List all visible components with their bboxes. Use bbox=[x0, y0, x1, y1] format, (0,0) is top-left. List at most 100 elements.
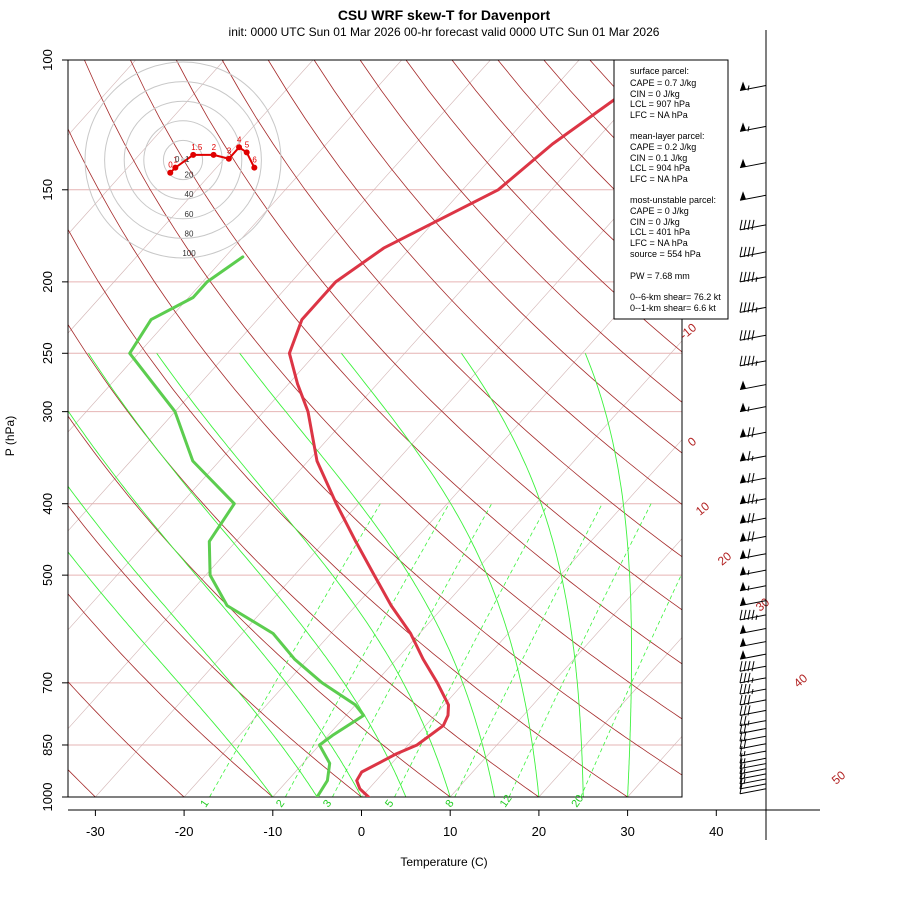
wind-barb bbox=[739, 450, 767, 462]
wind-barb-half bbox=[747, 720, 750, 726]
surface-parcel-lfc: LFC = NA hPa bbox=[630, 110, 688, 120]
wind-barb bbox=[739, 745, 767, 757]
isotherm-line bbox=[68, 60, 225, 235]
wind-barb-full bbox=[743, 672, 747, 683]
hodograph-origin-label: 0 bbox=[175, 155, 180, 164]
mean-layer-parcel-heading: mean-layer parcel: bbox=[630, 131, 705, 141]
surface-parcel-lcl: LCL = 907 hPa bbox=[630, 99, 690, 109]
hodograph-ring-label: 60 bbox=[185, 210, 194, 219]
wind-barb-full bbox=[739, 705, 743, 716]
wind-barb-half bbox=[755, 498, 758, 504]
wind-barb-full bbox=[743, 661, 747, 672]
hodograph-ring bbox=[104, 81, 262, 239]
dry-adiabat bbox=[774, 60, 900, 797]
temperature-tick-label: 0 bbox=[358, 824, 365, 839]
wind-barb-full bbox=[739, 661, 743, 672]
plot-area bbox=[68, 60, 900, 797]
wind-barb-full bbox=[747, 672, 751, 683]
wind-barb bbox=[739, 566, 767, 576]
wind-barb-full bbox=[739, 683, 743, 695]
wind-barb-full bbox=[743, 330, 747, 341]
wind-barb-flag bbox=[740, 581, 746, 591]
wind-barb-full bbox=[739, 738, 743, 749]
mean-layer-parcel-cin: CIN = 0.1 J/kg bbox=[630, 153, 687, 163]
wind-barb bbox=[739, 773, 767, 785]
wind-barb bbox=[739, 380, 767, 391]
wind-barb bbox=[739, 596, 767, 607]
dry-adiabat bbox=[68, 504, 362, 797]
wind-barb bbox=[739, 609, 767, 621]
isotherm-label: 20 bbox=[715, 549, 734, 569]
wind-barb-full bbox=[743, 246, 747, 258]
wind-barb-full bbox=[739, 609, 743, 620]
wind-barb-flag bbox=[740, 624, 746, 634]
wind-barb bbox=[739, 219, 767, 231]
dry-adiabat bbox=[68, 128, 682, 776]
dry-adiabat bbox=[68, 681, 185, 797]
wind-barb-full bbox=[747, 531, 751, 542]
isotherm-line bbox=[538, 637, 682, 797]
wind-barb-full bbox=[751, 427, 755, 438]
dry-adiabat bbox=[221, 60, 682, 558]
pressure-tick-label: 250 bbox=[40, 342, 55, 364]
isotherm-line bbox=[449, 538, 682, 797]
temperature-tick-label: -30 bbox=[86, 824, 105, 839]
mixing-ratio-line bbox=[332, 503, 493, 797]
pressure-tick-label: 850 bbox=[40, 734, 55, 756]
wind-barb-full bbox=[739, 302, 743, 313]
temperature-profile bbox=[287, 89, 629, 797]
wind-barb bbox=[739, 493, 767, 505]
moist-adiabat bbox=[156, 353, 451, 797]
wind-barb-full bbox=[739, 694, 743, 706]
wind-barb-full bbox=[739, 219, 743, 230]
wind-barb-shaft bbox=[739, 783, 767, 790]
mixing-ratio-label: 3 bbox=[321, 798, 334, 810]
wind-barb-full bbox=[739, 758, 743, 769]
hodograph-origin-label: 1 bbox=[185, 155, 190, 164]
wind-barb-full bbox=[747, 694, 751, 706]
isotherm-label: 10 bbox=[693, 499, 712, 519]
mixing-ratio-line bbox=[508, 503, 652, 797]
dry-adiabat bbox=[865, 60, 900, 797]
wind-barb-full bbox=[743, 738, 747, 749]
wind-barb-full bbox=[739, 355, 743, 366]
wind-barb-full bbox=[751, 271, 755, 282]
temperature-tick-label: 40 bbox=[709, 824, 723, 839]
pressure-tick-label: 100 bbox=[40, 49, 55, 71]
stats-box: surface parcel: CAPE = 0.7 J/kg CIN = 0 … bbox=[613, 59, 729, 320]
dry-adiabat bbox=[130, 60, 682, 665]
mixing-ratio-label: 20 bbox=[569, 793, 586, 810]
isotherm-line bbox=[68, 60, 402, 433]
wind-barb-full bbox=[743, 723, 747, 734]
wind-barb-full bbox=[747, 330, 751, 341]
wind-barb-half bbox=[755, 276, 758, 282]
wind-barbs bbox=[739, 81, 767, 795]
hodograph-point-label: 6 bbox=[252, 156, 257, 165]
wind-barb-flag bbox=[740, 566, 746, 576]
hodograph-ring-label: 80 bbox=[185, 229, 194, 238]
pressure-axis-label: P (hPa) bbox=[3, 416, 17, 456]
moist-adiabat bbox=[68, 485, 318, 797]
wind-barb-full bbox=[747, 548, 751, 559]
wind-barb-full bbox=[751, 302, 755, 313]
isotherm-line bbox=[805, 60, 900, 797]
wind-barb bbox=[739, 637, 767, 648]
wind-barb-full bbox=[743, 715, 747, 726]
dry-adiabat bbox=[68, 228, 628, 797]
wind-barb-full bbox=[747, 271, 751, 282]
moist-adiabat bbox=[88, 353, 407, 797]
wind-barb-full bbox=[747, 450, 751, 462]
mixing-ratio-label: 12 bbox=[498, 793, 515, 810]
wind-barb bbox=[739, 778, 767, 790]
mixing-ratio-labels: 1 2 3 5 8 12 20 bbox=[198, 793, 586, 810]
wind-barb bbox=[739, 472, 767, 484]
most-unstable-parcel-source: source = 554 hPa bbox=[630, 249, 701, 259]
wind-barb bbox=[739, 783, 767, 795]
wind-barb-full bbox=[739, 723, 743, 734]
moist-adiabat bbox=[68, 551, 274, 797]
hodograph-point bbox=[172, 164, 179, 171]
wind-barb-full bbox=[743, 271, 747, 282]
hodograph-ring bbox=[84, 61, 282, 259]
wind-barb-full bbox=[751, 531, 755, 542]
dry-adiabat bbox=[68, 323, 540, 797]
